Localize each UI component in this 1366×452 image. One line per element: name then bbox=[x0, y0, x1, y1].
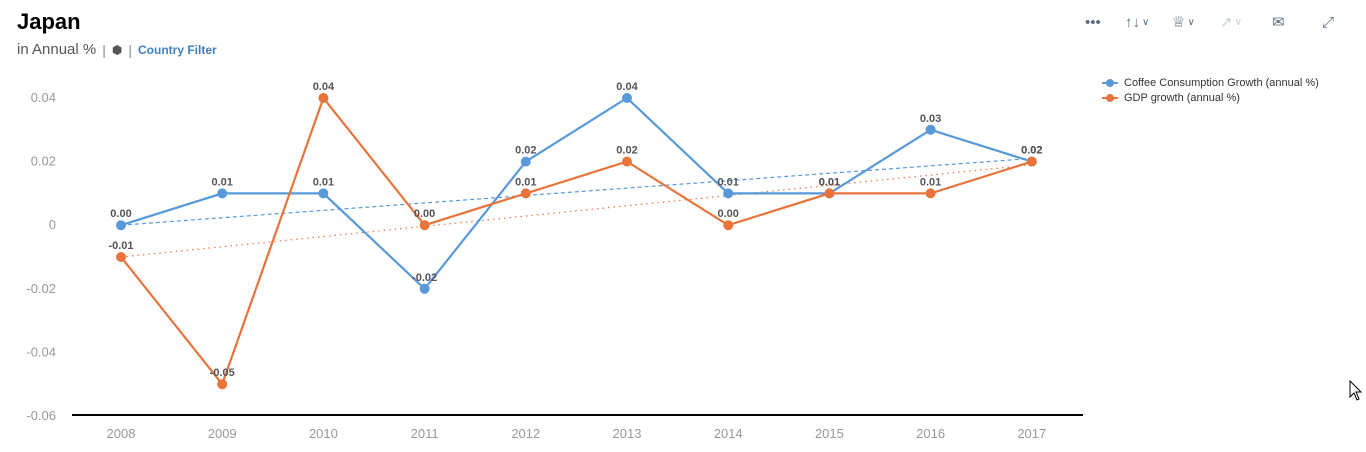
data-point[interactable] bbox=[116, 252, 126, 262]
trendline-gdp bbox=[120, 164, 1032, 258]
chart-toolbar: ••• ↑↓ ∨ ♕ ∨ ↗ ∨ ✉ ⤢ bbox=[1080, 10, 1350, 34]
rank-button[interactable]: ♕ ∨ bbox=[1172, 10, 1195, 34]
legend-label: GDP growth (annual %) bbox=[1124, 92, 1240, 104]
data-point[interactable] bbox=[925, 188, 936, 199]
data-label: 0.01 bbox=[515, 176, 536, 188]
data-point[interactable] bbox=[419, 220, 430, 231]
data-label: 0.04 bbox=[616, 81, 638, 93]
data-point[interactable] bbox=[217, 379, 228, 390]
data-label: 0.01 bbox=[819, 176, 840, 188]
trend-button[interactable]: ↗ ∨ bbox=[1220, 10, 1242, 34]
x-tick-label: 2013 bbox=[613, 426, 642, 441]
collapse-icon[interactable]: ⤢ bbox=[1322, 13, 1335, 31]
data-point[interactable] bbox=[318, 93, 329, 103]
mouse-cursor-icon bbox=[1349, 380, 1363, 401]
data-label: 0.02 bbox=[1021, 145, 1042, 157]
data-point[interactable] bbox=[419, 283, 430, 294]
data-label: 0.02 bbox=[616, 145, 637, 157]
data-point[interactable] bbox=[723, 188, 734, 199]
trend-arrow-icon: ↗ bbox=[1220, 14, 1233, 31]
chart-legend: Coffee Consumption Growth (annual %) GDP… bbox=[1102, 76, 1319, 106]
unit-label: in Annual % bbox=[17, 41, 97, 58]
x-tick-label: 2016 bbox=[916, 426, 945, 441]
data-label: 0.01 bbox=[819, 176, 840, 188]
data-label: 0.02 bbox=[515, 145, 536, 157]
x-tick-label: 2010 bbox=[309, 426, 338, 441]
legend-item-gdp[interactable]: GDP growth (annual %) bbox=[1102, 91, 1319, 105]
data-point[interactable] bbox=[622, 156, 632, 167]
data-point[interactable] bbox=[217, 188, 228, 199]
data-point[interactable] bbox=[1026, 156, 1037, 167]
data-label: 0.04 bbox=[313, 81, 335, 93]
sort-icon: ↑↓ bbox=[1125, 13, 1140, 31]
x-tick-label: 2009 bbox=[208, 426, 237, 441]
x-tick-label: 2012 bbox=[511, 426, 540, 441]
data-point[interactable] bbox=[622, 93, 632, 103]
chevron-down-icon: ∨ bbox=[1187, 16, 1195, 28]
trophy-icon: ♕ bbox=[1172, 14, 1186, 31]
y-tick-label: 0.04 bbox=[31, 90, 56, 105]
data-point[interactable] bbox=[824, 188, 835, 199]
data-point[interactable] bbox=[723, 220, 734, 231]
y-tick-label: 0.02 bbox=[31, 154, 56, 169]
sort-button[interactable]: ↑↓ ∨ bbox=[1125, 10, 1149, 34]
data-label: 0.01 bbox=[211, 176, 232, 188]
data-point[interactable] bbox=[520, 188, 531, 199]
data-label: 0.00 bbox=[717, 208, 738, 220]
data-label: 0.01 bbox=[313, 176, 334, 188]
data-label: -0.02 bbox=[412, 272, 437, 284]
legend-swatch bbox=[1102, 93, 1118, 103]
data-point[interactable] bbox=[925, 124, 936, 135]
separator: | bbox=[102, 41, 106, 58]
x-tick-label: 2008 bbox=[107, 426, 136, 441]
series-line-coffee bbox=[120, 96, 1033, 291]
y-tick-label: 0 bbox=[49, 217, 56, 232]
data-label: 0.00 bbox=[110, 208, 131, 220]
data-label: 0.01 bbox=[920, 176, 941, 188]
chart-subtitle: in Annual % | ⬢ | Country Filter bbox=[17, 41, 217, 58]
x-tick-label: 2011 bbox=[411, 426, 439, 441]
country-filter-link[interactable]: Country Filter bbox=[138, 42, 217, 57]
filter-cube-icon[interactable]: ⬢ bbox=[111, 42, 123, 57]
data-label: 0.03 bbox=[920, 113, 941, 125]
data-label: 0.02 bbox=[1021, 145, 1042, 157]
series-line-gdp bbox=[120, 95, 1033, 387]
x-tick-label: 2017 bbox=[1017, 426, 1046, 441]
legend-item-coffee[interactable]: Coffee Consumption Growth (annual %) bbox=[1102, 76, 1319, 90]
separator: | bbox=[128, 41, 132, 58]
more-horizontal-icon[interactable]: ••• bbox=[1085, 13, 1101, 31]
data-point[interactable] bbox=[318, 188, 329, 199]
x-tick-label: 2015 bbox=[815, 426, 844, 441]
legend-swatch bbox=[1102, 78, 1118, 88]
data-point[interactable] bbox=[520, 156, 531, 167]
chevron-down-icon: ∨ bbox=[1234, 16, 1242, 28]
y-tick-label: -0.06 bbox=[26, 408, 56, 423]
y-tick-label: -0.02 bbox=[26, 281, 56, 296]
trendline-coffee bbox=[120, 157, 1032, 226]
data-point[interactable] bbox=[116, 220, 126, 231]
y-tick-label: -0.04 bbox=[26, 344, 56, 359]
data-label: 0.00 bbox=[414, 208, 435, 220]
chevron-down-icon: ∨ bbox=[1142, 16, 1150, 28]
chart-title: Japan bbox=[17, 9, 81, 34]
legend-label: Coffee Consumption Growth (annual %) bbox=[1124, 77, 1319, 89]
data-label: -0.05 bbox=[210, 367, 235, 379]
data-label: -0.01 bbox=[108, 240, 133, 252]
add-comment-icon[interactable]: ✉ bbox=[1272, 14, 1285, 31]
x-tick-label: 2014 bbox=[714, 426, 743, 441]
data-label: 0.01 bbox=[717, 176, 738, 188]
